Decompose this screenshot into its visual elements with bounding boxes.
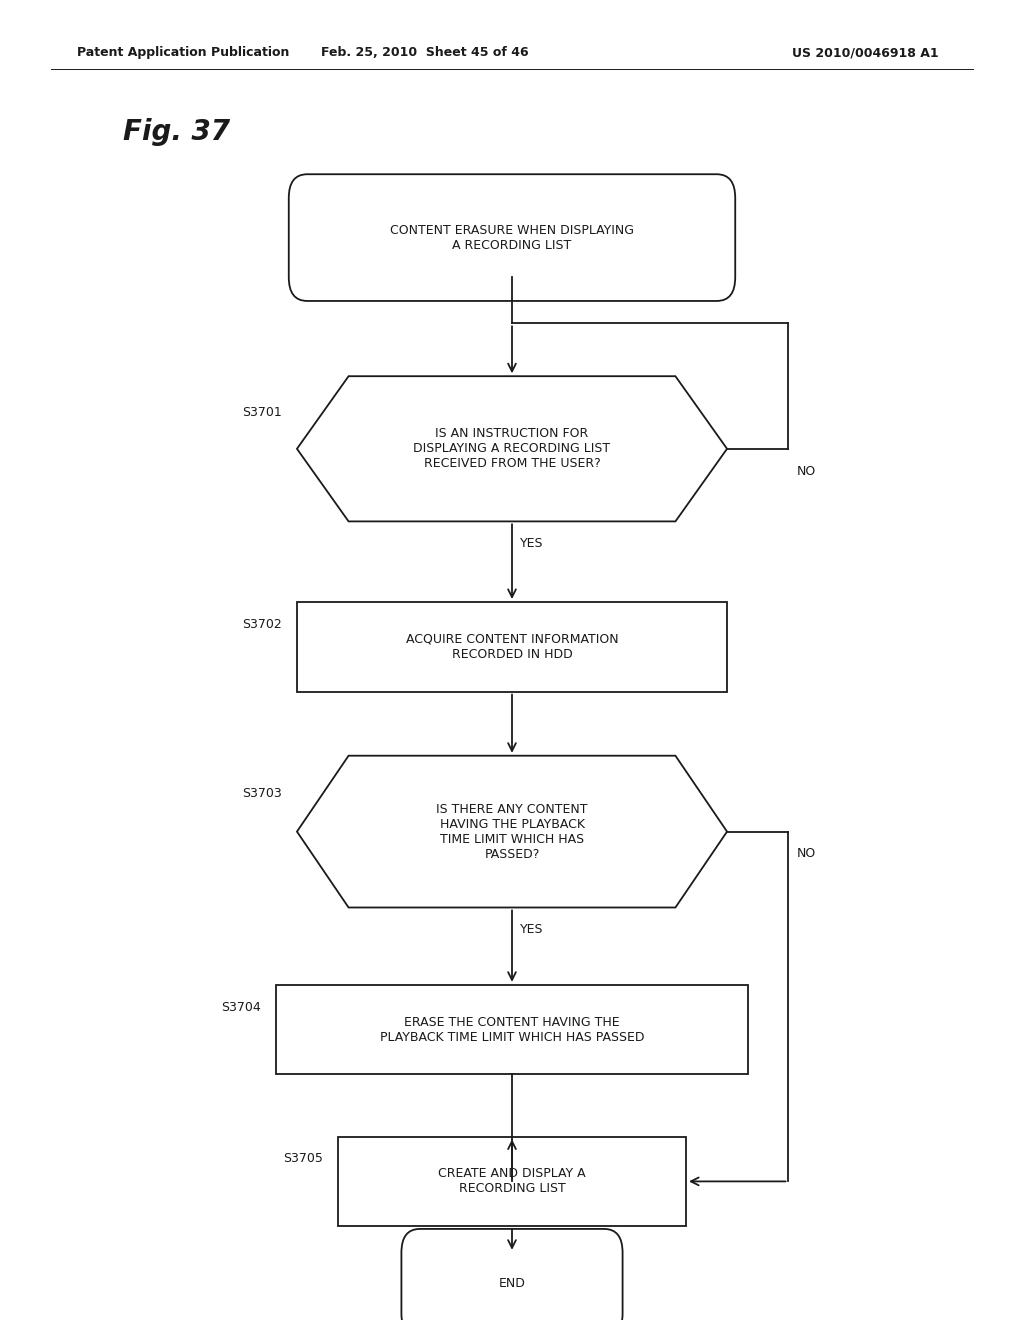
Text: YES: YES: [520, 924, 544, 936]
Text: S3703: S3703: [242, 787, 282, 800]
Text: CREATE AND DISPLAY A
RECORDING LIST: CREATE AND DISPLAY A RECORDING LIST: [438, 1167, 586, 1196]
FancyBboxPatch shape: [401, 1229, 623, 1320]
Text: Patent Application Publication: Patent Application Publication: [77, 46, 289, 59]
Bar: [297, 602, 727, 692]
Text: END: END: [499, 1276, 525, 1290]
Polygon shape: [297, 376, 727, 521]
FancyBboxPatch shape: [289, 174, 735, 301]
Text: NO: NO: [797, 847, 816, 861]
Text: S3705: S3705: [283, 1152, 323, 1166]
Text: ERASE THE CONTENT HAVING THE
PLAYBACK TIME LIMIT WHICH HAS PASSED: ERASE THE CONTENT HAVING THE PLAYBACK TI…: [380, 1015, 644, 1044]
Text: IS AN INSTRUCTION FOR
DISPLAYING A RECORDING LIST
RECEIVED FROM THE USER?: IS AN INSTRUCTION FOR DISPLAYING A RECOR…: [414, 428, 610, 470]
Text: S3701: S3701: [242, 407, 282, 418]
Bar: [276, 985, 748, 1074]
Text: Feb. 25, 2010  Sheet 45 of 46: Feb. 25, 2010 Sheet 45 of 46: [322, 46, 528, 59]
Polygon shape: [297, 755, 727, 908]
Text: S3702: S3702: [242, 618, 282, 631]
Text: US 2010/0046918 A1: US 2010/0046918 A1: [792, 46, 939, 59]
Text: Fig. 37: Fig. 37: [123, 117, 229, 147]
Text: CONTENT ERASURE WHEN DISPLAYING
A RECORDING LIST: CONTENT ERASURE WHEN DISPLAYING A RECORD…: [390, 223, 634, 252]
Text: ACQUIRE CONTENT INFORMATION
RECORDED IN HDD: ACQUIRE CONTENT INFORMATION RECORDED IN …: [406, 632, 618, 661]
Bar: [338, 1137, 686, 1226]
Text: NO: NO: [797, 465, 816, 478]
Text: IS THERE ANY CONTENT
HAVING THE PLAYBACK
TIME LIMIT WHICH HAS
PASSED?: IS THERE ANY CONTENT HAVING THE PLAYBACK…: [436, 803, 588, 861]
Text: S3704: S3704: [221, 1001, 261, 1014]
Text: YES: YES: [520, 537, 544, 550]
